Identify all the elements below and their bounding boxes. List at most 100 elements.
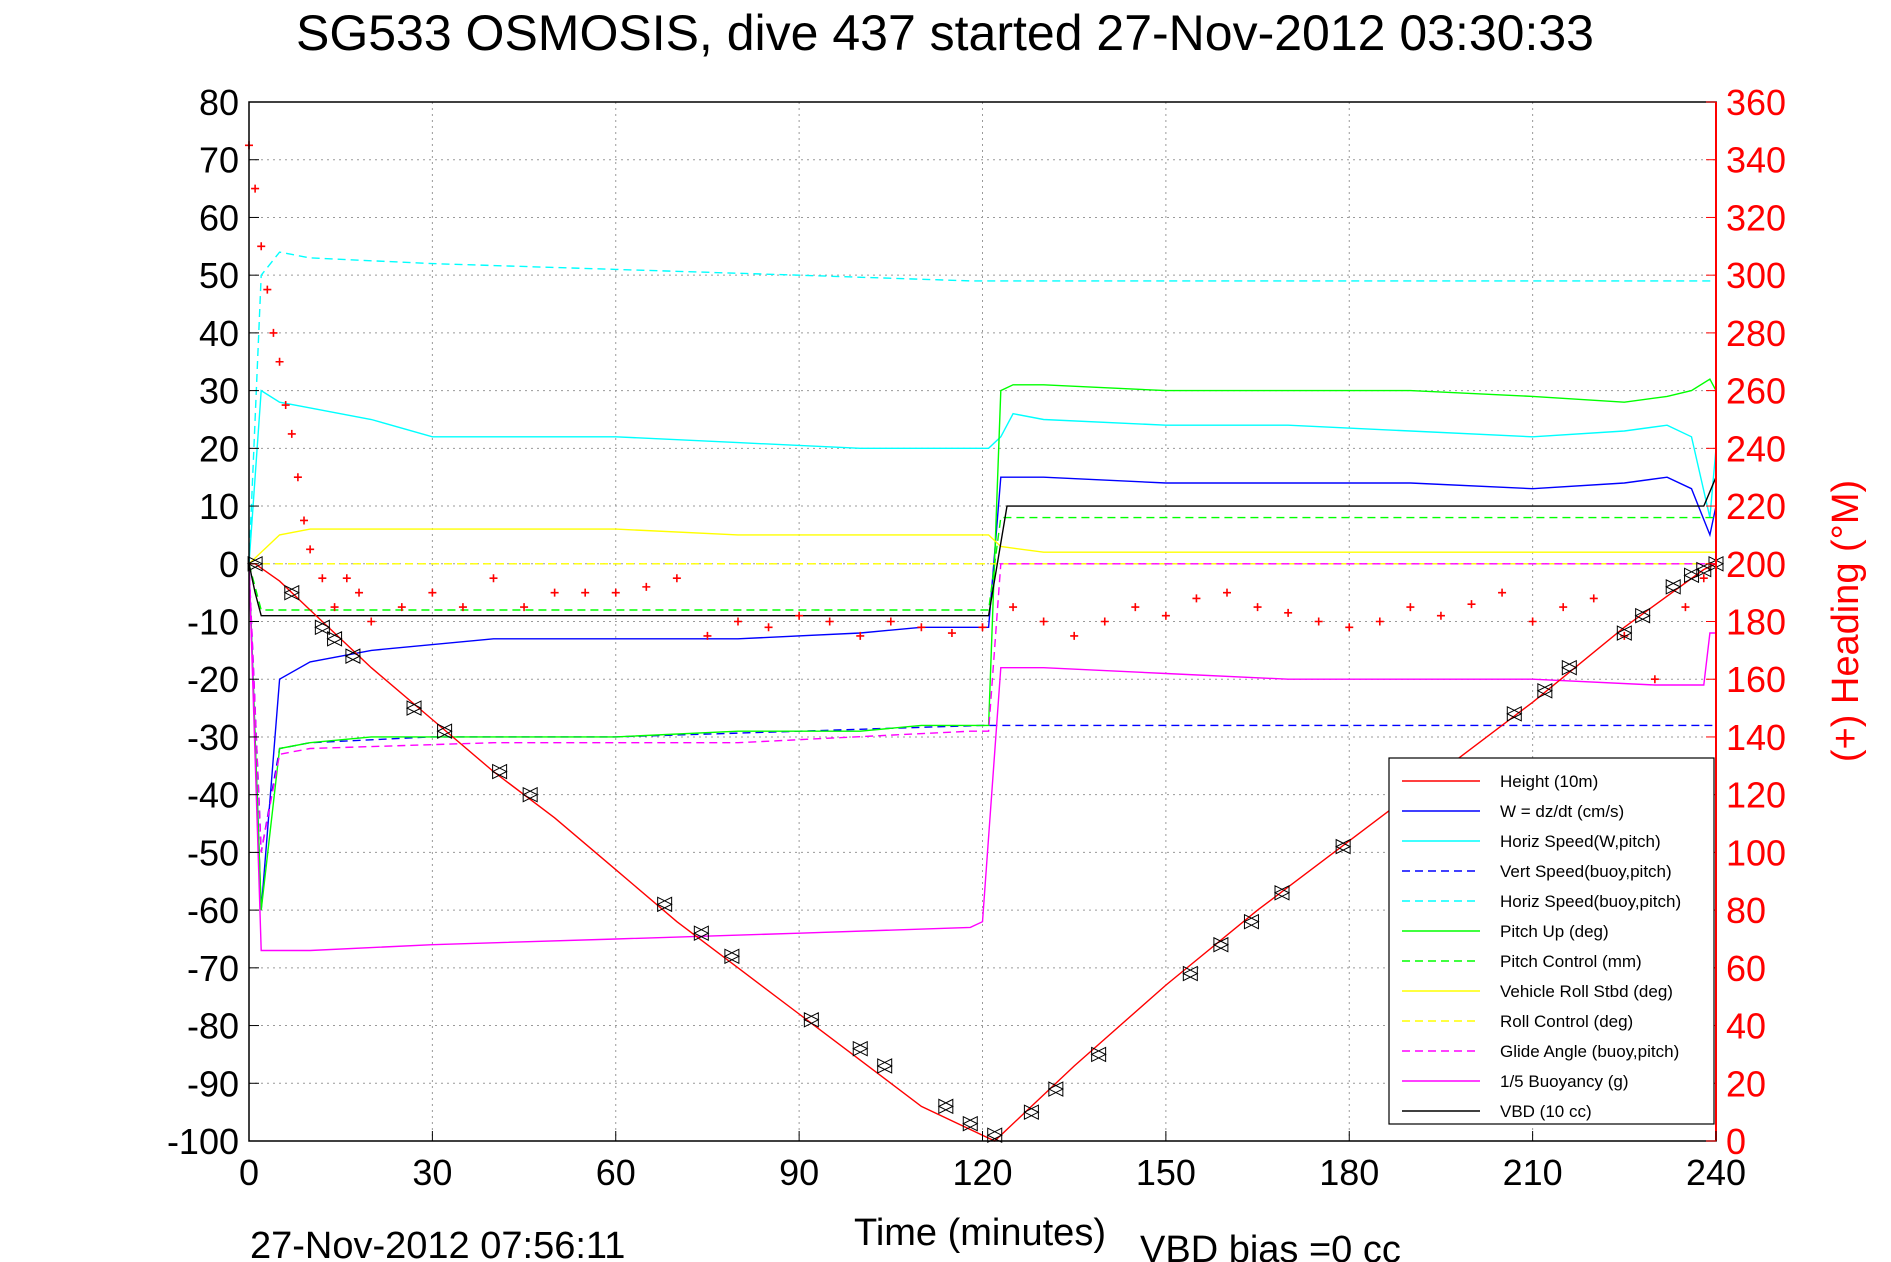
depth-marker bbox=[326, 631, 343, 647]
depth-marker bbox=[1665, 579, 1682, 595]
depth-marker bbox=[283, 584, 300, 601]
depth-marker bbox=[1090, 1046, 1107, 1063]
heading-point bbox=[1406, 603, 1415, 612]
y-tick-label: 40 bbox=[199, 313, 239, 354]
legend-label: Height (10m) bbox=[1500, 772, 1598, 791]
y-tick-label: -50 bbox=[187, 832, 239, 873]
heading-point bbox=[1589, 594, 1598, 603]
heading-point bbox=[886, 617, 895, 626]
heading-point bbox=[520, 603, 529, 612]
footer-timestamp: 27-Nov-2012 07:56:11 bbox=[250, 1225, 625, 1262]
heading-point bbox=[1681, 603, 1690, 612]
heading-point bbox=[275, 357, 284, 366]
depth-marker bbox=[522, 786, 539, 803]
series-line bbox=[248, 528, 1716, 565]
chart-title: SG533 OSMOSIS, dive 437 started 27-Nov-2… bbox=[296, 5, 1594, 61]
right-y-tick-label: 360 bbox=[1726, 82, 1786, 123]
depth-marker bbox=[723, 948, 741, 965]
heading-point bbox=[458, 603, 467, 612]
x-tick-label: 60 bbox=[596, 1152, 636, 1193]
series-line bbox=[248, 563, 1716, 853]
heading-point bbox=[1161, 611, 1170, 620]
depth-marker bbox=[1047, 1081, 1064, 1097]
depth-marker bbox=[1273, 884, 1291, 901]
heading-point bbox=[856, 631, 865, 640]
right-y-tick-label: 180 bbox=[1726, 602, 1786, 643]
depth-marker bbox=[1536, 682, 1553, 699]
heading-point bbox=[672, 574, 681, 583]
x-tick-label: 210 bbox=[1503, 1152, 1563, 1193]
series-line bbox=[248, 389, 1717, 564]
right-y-tick-label: 40 bbox=[1726, 1006, 1766, 1047]
depth-marker bbox=[693, 925, 710, 942]
heading-point bbox=[293, 473, 302, 482]
depth-marker bbox=[1634, 607, 1651, 624]
heading-point bbox=[1284, 608, 1293, 617]
legend-label: 1/5 Buoyancy (g) bbox=[1500, 1072, 1629, 1091]
depth-marker bbox=[1616, 625, 1633, 641]
footer-vbd-bias: VBD bias =0 cc bbox=[1140, 1229, 1401, 1262]
legend: Height (10m) W = dz/dt (cm/s) Horiz Speed(… bbox=[1388, 757, 1715, 1125]
right-y-tick-label: 0 bbox=[1726, 1121, 1746, 1162]
heading-point bbox=[263, 285, 272, 294]
depth-marker bbox=[1506, 706, 1523, 722]
heading-point bbox=[1009, 603, 1018, 612]
heading-point bbox=[917, 623, 926, 632]
y-tick-label: -70 bbox=[187, 948, 239, 989]
heading-point bbox=[795, 611, 804, 620]
right-y-tick-label: 140 bbox=[1726, 717, 1786, 758]
depth-marker bbox=[656, 896, 673, 913]
heading-point bbox=[581, 588, 590, 597]
depth-marker bbox=[436, 723, 453, 739]
heading-point bbox=[1253, 603, 1262, 612]
right-y-tick-label: 120 bbox=[1726, 775, 1786, 816]
legend-items: Height (10m) W = dz/dt (cm/s) Horiz Speed(… bbox=[1402, 772, 1681, 1121]
y-tick-label: 80 bbox=[199, 82, 239, 123]
right-y-tick-label: 280 bbox=[1726, 313, 1786, 354]
right-y-tick-label: 20 bbox=[1726, 1063, 1766, 1104]
heading-point bbox=[611, 588, 620, 597]
right-y-tick-label: 240 bbox=[1726, 428, 1786, 469]
depth-marker bbox=[246, 555, 264, 572]
right-y-tick-label: 100 bbox=[1726, 832, 1786, 873]
heading-point bbox=[1100, 617, 1109, 626]
legend-label: Horiz Speed(W,pitch) bbox=[1500, 832, 1661, 851]
heading-point bbox=[1528, 617, 1537, 626]
right-y-tick-label: 220 bbox=[1726, 486, 1786, 527]
heading-point bbox=[1699, 574, 1708, 583]
heading-point bbox=[1345, 623, 1354, 632]
y-tick-label: 20 bbox=[199, 428, 239, 469]
heading-point bbox=[1467, 600, 1476, 609]
x-tick-label: 0 bbox=[239, 1152, 259, 1193]
depth-marker bbox=[852, 1040, 869, 1057]
heading-point bbox=[428, 588, 437, 597]
heading-point bbox=[1375, 617, 1384, 626]
x-tick-label: 180 bbox=[1319, 1152, 1379, 1193]
y-tick-label: 50 bbox=[199, 255, 239, 296]
y-tick-label: -100 bbox=[167, 1121, 239, 1162]
heading-point bbox=[257, 242, 266, 251]
y-tick-label: -90 bbox=[187, 1063, 239, 1104]
heading-point bbox=[367, 617, 376, 626]
heading-point bbox=[397, 603, 406, 612]
heading-point bbox=[947, 629, 956, 638]
heading-point bbox=[1070, 631, 1079, 640]
legend-box bbox=[1388, 757, 1715, 1125]
heading-point bbox=[1131, 603, 1140, 612]
tick-labels: 0 30 60 90 120 150 180 210 24080706050403020100-… bbox=[167, 82, 1786, 1193]
right-y-tick-label: 320 bbox=[1726, 197, 1786, 238]
series-line bbox=[248, 516, 1716, 611]
heading-point bbox=[1498, 588, 1507, 597]
legend-label: Glide Angle (buoy,pitch) bbox=[1500, 1042, 1679, 1061]
depth-marker bbox=[1182, 965, 1199, 982]
legend-label: Horiz Speed(buoy,pitch) bbox=[1500, 892, 1681, 911]
y-tick-label: 10 bbox=[199, 486, 239, 527]
y-tick-label: 70 bbox=[199, 140, 239, 181]
heading-scatter-layer bbox=[245, 141, 1708, 684]
heading-point bbox=[342, 574, 351, 583]
heading-point bbox=[355, 588, 364, 597]
heading-point bbox=[1650, 675, 1659, 684]
legend-label: Vehicle Roll Stbd (deg) bbox=[1500, 982, 1673, 1001]
depth-marker bbox=[962, 1115, 979, 1132]
